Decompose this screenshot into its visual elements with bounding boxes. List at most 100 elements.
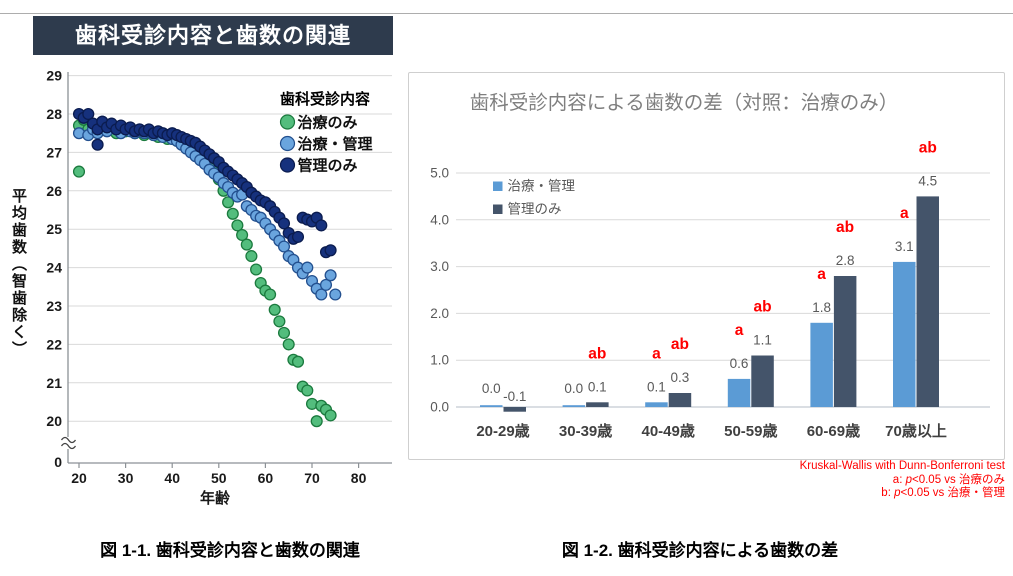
y-tick-label: 0.0 [430,400,449,415]
significance-label: a [817,266,826,283]
significance-label: ab [753,299,771,316]
scatter-point [264,288,277,301]
significance-label: ab [919,139,937,156]
scatter-point [329,288,342,301]
x-tick-label: 70 [304,470,320,486]
chart-title: 歯科受診内容による歯数の差（対照：治療のみ） [470,92,898,114]
legend-item-label: 治療のみ [298,114,358,132]
scatter-point [277,326,291,339]
value-label: 2.8 [836,253,855,268]
legend-item-label: 治療・管理 [508,178,576,194]
x-tick-label: 50 [211,470,227,486]
scatter-point [236,228,249,242]
legend-swatch-circle [279,157,296,173]
significance-label: a [652,345,661,362]
scatter-point [277,240,291,253]
y-tick-label: 29 [46,68,62,84]
bar [916,196,939,407]
legend-item-label: 管理のみ [508,202,562,217]
scatter-point [245,250,258,263]
y-tick-label: 27 [46,144,62,160]
category-label: 40-49歳 [642,422,695,440]
scatter-point [291,355,305,368]
value-label: 4.5 [918,173,937,188]
y-tick-label: 21 [46,375,62,391]
value-label: 3.1 [895,239,914,254]
significance-label: ab [671,336,689,353]
scatter-point [231,219,244,232]
legend-item-label: 管理のみ [298,157,358,175]
significance-label: ab [836,219,854,236]
bar [480,405,503,407]
x-tick-label: 20 [71,470,87,486]
scatter-point [324,269,337,282]
x-tick-label: 30 [118,470,134,486]
value-label: 0.0 [482,381,501,396]
legend-item-label: 治療・管理 [298,135,373,153]
bar [727,378,751,407]
scatter-point [319,278,333,291]
category-label: 30-39歳 [559,422,612,440]
axis-break-icon [60,442,77,450]
legend-swatch-circle [279,135,296,152]
bar [503,407,526,412]
value-label: 0.3 [671,370,690,385]
y-tick-label: 22 [46,336,62,352]
value-label: -0.1 [503,389,526,404]
x-axis-label: 年齢 [200,489,231,507]
x-tick-label: 60 [258,470,274,486]
fig1-title-banner: 歯科受診内容と歯数の関連 [33,16,393,55]
fig1-y-axis-label: 平均歯数（智歯除く） [10,188,27,358]
scatter-point [315,288,328,301]
y-tick-label: 2.0 [430,306,449,321]
category-label: 20-29歳 [476,422,529,440]
scatter-point [291,230,305,243]
scatter-point [310,415,323,428]
value-label: 1.8 [812,300,831,315]
value-label: 0.1 [588,379,607,394]
y-tick-label: 24 [46,260,62,276]
bar [833,276,857,407]
bar [810,322,833,407]
scatter-point [91,138,104,151]
bar [751,355,774,407]
y-tick-label: 20 [46,413,62,429]
category-label: 60-69歳 [807,422,860,440]
category-label: 70歳以上 [885,422,947,440]
scatter-point [301,261,314,274]
x-tick-label: 40 [164,470,180,486]
y-tick-label: 5.0 [430,166,449,181]
y-tick-label: 26 [46,183,62,199]
scatter-point [222,196,235,209]
value-label: 1.1 [753,333,772,348]
bar [893,261,916,407]
fig2-panel: 歯科受診内容による歯数の差（対照：治療のみ） 0.0 1.0 2.0 3.0 4.0 5.0… [408,72,1005,460]
category-label: 50-59歳 [724,422,777,440]
p-italic: p [894,487,901,499]
value-label: 0.1 [647,379,666,394]
scatter-point [282,338,295,351]
significance-label: ab [588,345,606,362]
significance-label: a [900,205,909,222]
value-label: 0.6 [730,356,749,371]
bar [668,393,692,407]
scatter-point [324,244,337,257]
scatter-chart-fig1: 20 21 22 23 24 25 26 27 28 29 0 20 30 40 50 60 70 80 年齢 歯科受… [46,68,392,507]
stats-footnote: Kruskal-Wallis with Dunn-Bonferroni test… [600,460,1009,501]
scatter-point [240,238,253,251]
scatter-point [277,217,291,230]
scatter-point [250,263,263,276]
y-tick-label: 25 [46,221,62,237]
axis-break-icon [60,436,77,444]
legend-title: 歯科受診内容 [280,90,370,108]
legend-swatch-circle [279,114,296,130]
scatter-point [315,219,328,232]
bar [562,405,586,407]
footnote-sig-a: a: p<0.05 vs 治療のみ [892,473,1005,486]
fig2-caption: 図 1-2. 歯科受診内容による歯数の差 [561,541,839,560]
bar-chart-fig2: 歯科受診内容による歯数の差（対照：治療のみ） 0.0 1.0 2.0 3.0 4.0 5.0… [430,92,990,440]
scatter-point [324,409,337,422]
significance-label: a [735,322,744,339]
top-divider-line [0,13,1013,14]
